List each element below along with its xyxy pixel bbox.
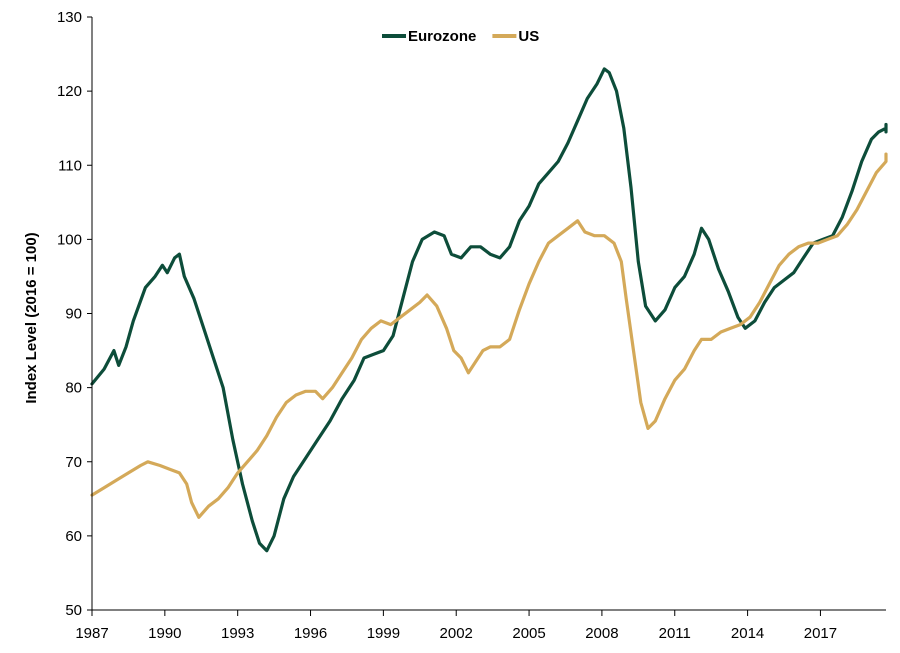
y-tick-label: 100 xyxy=(57,231,82,248)
y-tick-label: 120 xyxy=(57,83,82,100)
series-line-eurozone xyxy=(90,67,888,553)
y-tick-label: 60 xyxy=(65,528,82,545)
legend: Eurozone US xyxy=(382,28,539,45)
x-tick-label: 2008 xyxy=(585,625,618,642)
y-tick-label: 130 xyxy=(57,9,82,26)
y-tick-label: 90 xyxy=(65,306,82,323)
y-tick-label: 50 xyxy=(65,602,82,619)
series-line-us xyxy=(90,152,888,519)
x-tick-label: 1993 xyxy=(221,625,254,642)
x-tick-label: 2014 xyxy=(731,625,764,642)
x-tick-label: 1999 xyxy=(367,625,400,642)
x-tick-label: 2002 xyxy=(440,625,473,642)
x-tick-label: 2005 xyxy=(512,625,545,642)
x-tick-label: 1996 xyxy=(294,625,327,642)
x-tick-label: 1990 xyxy=(148,625,181,642)
y-axis-label: Index Level (2016 = 100) xyxy=(23,232,40,403)
x-tick-label: 1987 xyxy=(75,625,108,642)
y-tick-label: 80 xyxy=(65,380,82,397)
series-lines xyxy=(90,67,888,553)
x-tick-label: 2017 xyxy=(804,625,837,642)
y-tick-label: 70 xyxy=(65,454,82,471)
y-axis-ticks: 50 60 70 80 90 100 110 120 130 xyxy=(57,9,92,619)
legend-label: US xyxy=(518,28,539,45)
x-axis-ticks: 1987 1990 1993 1996 1999 2002 2005 2008 2011 2014… xyxy=(75,610,837,642)
legend-label: Eurozone xyxy=(408,28,476,45)
y-tick-label: 110 xyxy=(58,157,82,174)
x-tick-label: 2011 xyxy=(659,625,691,642)
